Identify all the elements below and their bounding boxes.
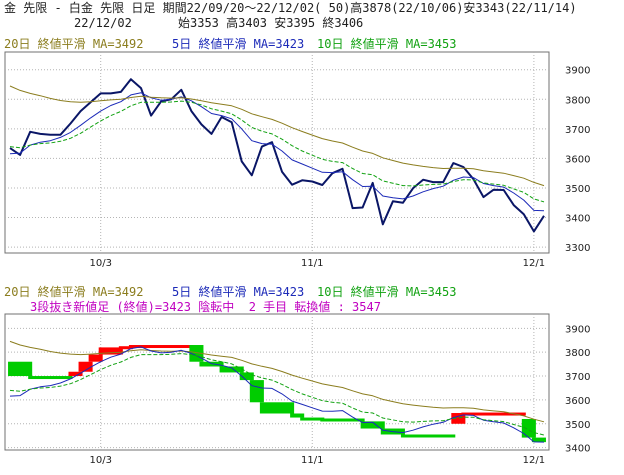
tb-block-down (400, 434, 456, 438)
tb-block-down (320, 418, 365, 422)
tb-x-tick-label: 12/1 (523, 455, 545, 466)
tb-y-tick-label: 3700 (565, 372, 590, 383)
legend-ma5: 5日 終値平滑 MA=3423 (172, 37, 305, 51)
price-y-tick-label: 3400 (565, 214, 590, 225)
tb-ma20-line (9, 340, 545, 423)
price-y-tick-label: 3800 (565, 95, 590, 106)
tb-ma10-line (9, 353, 545, 436)
tb-block-down (219, 366, 244, 373)
tb-block-down (360, 421, 385, 429)
tb-block-up (118, 346, 133, 350)
price-x-tick-label: 11/1 (301, 258, 323, 269)
price-ma5-line (9, 92, 545, 212)
price-close-line (9, 78, 545, 233)
tb-plot-frame (4, 313, 550, 451)
price-y-tick-label: 3700 (565, 125, 590, 136)
price-plot-frame (4, 51, 550, 254)
tb-block-down (290, 413, 305, 418)
tb-y-tick-label: 3900 (565, 324, 590, 335)
tb-block-up (98, 347, 123, 355)
tb-block-up (451, 413, 466, 424)
price-y-tick-label: 3300 (565, 243, 590, 254)
three-break-status: 3段抜き新値足 (終値)=3423 陰転中 2 手目 転換値 : 3547 (30, 300, 381, 314)
price-y-tick-label: 3600 (565, 154, 590, 165)
tb-ma5-line (9, 346, 545, 443)
tb-block-down (259, 402, 295, 414)
header-date: 22/12/02 (74, 16, 132, 30)
tb-block-down (8, 361, 33, 377)
tb-y-tick-label: 3600 (565, 396, 590, 407)
tb-block-down (239, 372, 254, 381)
price-ma20-line (9, 85, 545, 187)
tb-block-up (128, 345, 194, 349)
tb-block-down (521, 418, 536, 438)
price-y-tick-label: 3900 (565, 66, 590, 77)
price-x-tick-label: 10/3 (89, 258, 111, 269)
tb-block-down (28, 376, 73, 380)
price-y-tick-label: 3500 (565, 184, 590, 195)
tb-y-tick-label: 3800 (565, 348, 590, 359)
price-ma10-line (9, 100, 545, 203)
tb-y-tick-label: 3400 (565, 444, 590, 455)
legend-ma5-lower: 5日 終値平滑 MA=3423 (172, 285, 305, 299)
tb-x-tick-label: 11/1 (301, 455, 323, 466)
header-ohlc: 始3353 高3403 安3395 終3406 (178, 16, 364, 30)
tb-block-down (300, 417, 325, 421)
tb-block-up (78, 361, 93, 372)
legend-ma20: 20日 終値平滑 MA=3492 (4, 37, 144, 51)
tb-block-up (461, 412, 526, 416)
tb-block-up (88, 354, 103, 362)
tb-block-up (68, 371, 83, 377)
legend-ma10-lower: 10日 終値平滑 MA=3453 (317, 285, 457, 299)
header-title: 金 先限 - 白金 先限 日足 期間22/09/20～22/12/02( 50)… (4, 1, 577, 15)
legend-ma10: 10日 終値平滑 MA=3453 (317, 37, 457, 51)
tb-y-tick-label: 3500 (565, 420, 590, 431)
price-x-tick-label: 12/1 (523, 258, 545, 269)
tb-x-tick-label: 10/3 (89, 455, 111, 466)
tb-block-down (531, 437, 546, 443)
legend-ma20-lower: 20日 終値平滑 MA=3492 (4, 285, 144, 299)
tb-block-down (249, 380, 264, 403)
